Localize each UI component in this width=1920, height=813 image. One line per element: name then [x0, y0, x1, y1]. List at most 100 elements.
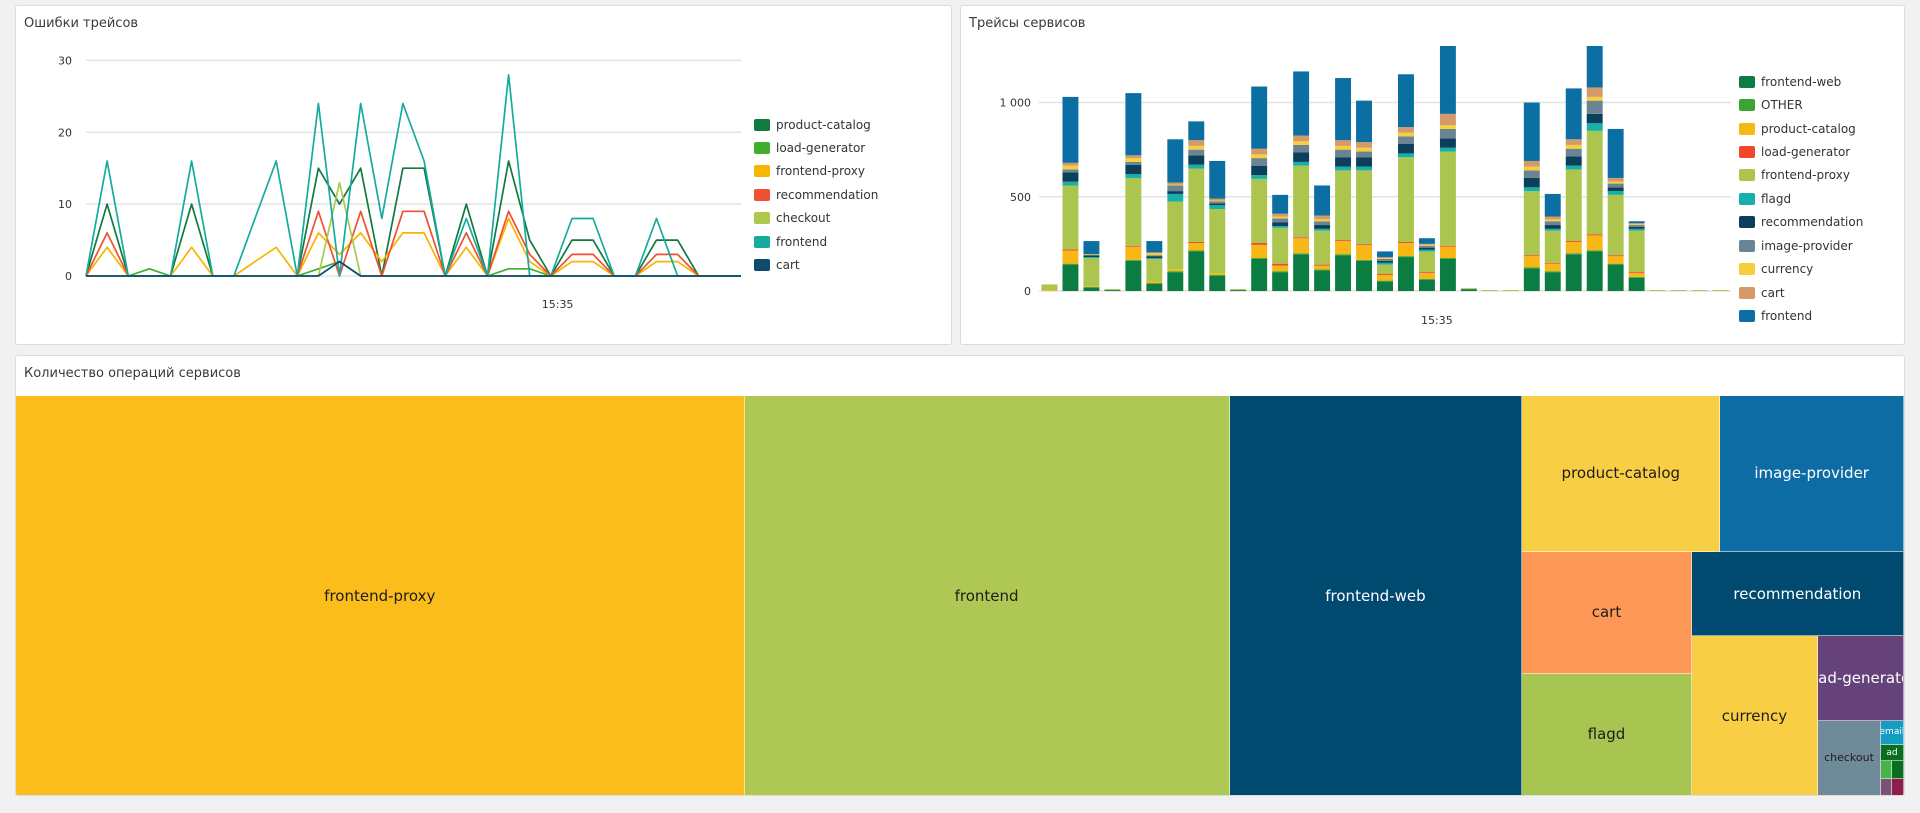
traces-bar-segment-frontend[interactable]	[1439, 46, 1456, 114]
traces-bar-segment-load-generator[interactable]	[1565, 241, 1582, 242]
traces-legend-item-recommendation[interactable]: recommendation	[1739, 211, 1863, 234]
traces-bar-segment-frontend-web[interactable]	[1335, 255, 1352, 291]
traces-bar-segment-flagd[interactable]	[1062, 181, 1079, 186]
traces-bar-segment-frontend-proxy[interactable]	[1356, 170, 1372, 244]
traces-bar-segment-load-generator[interactable]	[1586, 234, 1603, 236]
traces-bar-segment-recommendation[interactable]	[1188, 155, 1205, 165]
traces-bar-segment-frontend[interactable]	[1377, 251, 1393, 258]
traces-bar-segment-frontend-web[interactable]	[1628, 277, 1645, 291]
traces-bar-segment-frontend-proxy[interactable]	[1565, 169, 1582, 242]
traces-bar-segment-image-provider[interactable]	[1272, 218, 1289, 223]
traces-bar-segment-other[interactable]	[1209, 274, 1226, 276]
errors-series-line-recommendation[interactable]	[85, 210, 741, 277]
traces-bar-segment-frontend[interactable]	[1565, 88, 1582, 140]
traces-bar-segment-frontend-proxy[interactable]	[1398, 157, 1414, 242]
traces-bar-segment-product-catalog[interactable]	[1544, 263, 1561, 272]
traces-bar-segment-product-catalog[interactable]	[1083, 286, 1100, 288]
traces-bar-segment-flagd[interactable]	[1398, 153, 1414, 158]
traces-bar-segment-product-catalog[interactable]	[1628, 273, 1645, 277]
traces-bar-segment-cart[interactable]	[1293, 135, 1310, 142]
traces-bar-segment-cart[interactable]	[1377, 257, 1393, 259]
traces-bar-segment-other[interactable]	[1586, 250, 1603, 252]
traces-bar-segment-frontend-proxy[interactable]	[1062, 185, 1079, 250]
traces-bar-segment-product-catalog[interactable]	[1377, 274, 1393, 281]
traces-bar-segment-frontend-web[interactable]	[1146, 283, 1163, 291]
traces-bar-segment-other[interactable]	[1418, 278, 1435, 280]
traces-bar-segment-recommendation[interactable]	[1251, 165, 1268, 176]
traces-bar-segment-recommendation[interactable]	[1125, 164, 1142, 175]
traces-bar-segment-cart[interactable]	[1607, 177, 1624, 182]
traces-legend-item-other[interactable]: OTHER	[1739, 93, 1863, 116]
traces-bar-segment-other[interactable]	[1125, 259, 1142, 261]
traces-bar-segment-flagd[interactable]	[1188, 164, 1205, 169]
traces-bar-segment-recommendation[interactable]	[1628, 226, 1645, 229]
traces-bar-segment-frontend-web[interactable]	[1460, 289, 1477, 291]
traces-bar-segment-load-generator[interactable]	[1293, 237, 1310, 239]
treemap-tile-checkout[interactable]: checkout	[1818, 720, 1881, 795]
traces-bar-segment-flagd[interactable]	[1356, 166, 1372, 171]
traces-bar-segment-frontend-web[interactable]	[1083, 287, 1100, 291]
traces-bar-segment-load-generator[interactable]	[1398, 242, 1414, 243]
traces-bar-segment-frontend-web[interactable]	[1314, 270, 1331, 291]
traces-bar-segment-other[interactable]	[1272, 271, 1289, 273]
traces-bar-segment-cart[interactable]	[1062, 162, 1079, 166]
traces-bar-segment-frontend[interactable]	[1628, 221, 1645, 224]
traces-bar-segment-flagd[interactable]	[1083, 257, 1100, 259]
traces-bar-segment-currency[interactable]	[1544, 219, 1561, 222]
traces-bar-segment-other[interactable]	[1293, 253, 1310, 255]
traces-bar-chart[interactable]: 0 500 1 000 15:35	[961, 6, 1905, 345]
traces-bar-segment-cart[interactable]	[1628, 223, 1645, 225]
treemap-tile-frontend-web[interactable]: frontend-web	[1229, 396, 1523, 795]
traces-bar-segment-flagd[interactable]	[1335, 166, 1352, 171]
traces-bar-segment-product-catalog[interactable]	[1062, 250, 1079, 264]
traces-bar-segment-load-generator[interactable]	[1523, 255, 1540, 257]
traces-bar-segment-image-provider[interactable]	[1251, 158, 1268, 166]
traces-bar-segment-frontend-proxy[interactable]	[1293, 165, 1310, 238]
traces-bar-segment-cart[interactable]	[1544, 216, 1561, 220]
traces-bar-segment-flagd[interactable]	[1272, 225, 1289, 228]
traces-bar-segment-other[interactable]	[1188, 250, 1205, 252]
traces-bar-segment-frontend-proxy[interactable]	[1104, 289, 1121, 291]
traces-bar-segment-load-generator[interactable]	[1314, 264, 1331, 266]
traces-bar-segment-frontend-web[interactable]	[1209, 275, 1226, 291]
traces-bar-segment-frontend-web[interactable]	[1377, 281, 1393, 291]
traces-bar-segment-image-provider[interactable]	[1565, 148, 1582, 157]
traces-bar-segment-product-catalog[interactable]	[1209, 273, 1226, 275]
traces-bar-segment-flagd[interactable]	[1377, 262, 1393, 265]
errors-legend-item-recommendation[interactable]: recommendation	[754, 183, 878, 206]
traces-bar-segment-cart[interactable]	[1167, 182, 1184, 185]
traces-bar-segment-recommendation[interactable]	[1062, 172, 1079, 182]
treemap-tile-minor[interactable]	[1880, 778, 1893, 795]
traces-bar-segment-frontend-web[interactable]	[1565, 254, 1582, 291]
traces-bar-segment-frontend-proxy[interactable]	[1251, 178, 1268, 243]
traces-bar-segment-frontend-web[interactable]	[1104, 290, 1121, 291]
traces-bar-segment-cart[interactable]	[1335, 140, 1352, 146]
traces-bar-segment-recommendation[interactable]	[1607, 187, 1624, 192]
traces-bar-segment-image-provider[interactable]	[1314, 221, 1331, 226]
traces-bar-segment-frontend-web[interactable]	[1523, 268, 1540, 291]
traces-bar-segment-product-catalog[interactable]	[1335, 241, 1352, 255]
traces-bar-segment-currency[interactable]	[1586, 96, 1603, 101]
traces-bar-segment-frontend-web[interactable]	[1607, 264, 1624, 291]
traces-bar-segment-image-provider[interactable]	[1586, 100, 1603, 114]
traces-bar-segment-flagd[interactable]	[1167, 193, 1184, 202]
traces-bar-segment-product-catalog[interactable]	[1188, 242, 1205, 251]
traces-bar-segment-image-provider[interactable]	[1544, 221, 1561, 226]
traces-bar-segment-cart[interactable]	[1356, 142, 1372, 148]
traces-bar-segment-currency[interactable]	[1398, 132, 1414, 137]
traces-legend-item-flagd[interactable]: flagd	[1739, 187, 1863, 210]
traces-bar-segment-other[interactable]	[1167, 271, 1184, 273]
traces-bar-segment-currency[interactable]	[1083, 254, 1100, 256]
treemap-tile-image-provider[interactable]: image-provider	[1720, 396, 1904, 552]
traces-bar-segment-frontend-proxy[interactable]	[1125, 177, 1142, 246]
treemap-tile-minor[interactable]	[1892, 761, 1904, 779]
traces-bar-segment-image-provider[interactable]	[1293, 144, 1310, 153]
treemap-tile-flagd[interactable]: flagd	[1522, 673, 1692, 795]
traces-bar-segment-frontend-proxy[interactable]	[1335, 170, 1352, 241]
traces-bar-segment-flagd[interactable]	[1209, 205, 1226, 210]
errors-legend-item-cart[interactable]: cart	[754, 253, 878, 276]
traces-bar-segment-flagd[interactable]	[1418, 249, 1435, 252]
traces-bar-segment-load-generator[interactable]	[1377, 274, 1393, 275]
traces-bar-segment-currency[interactable]	[1523, 166, 1540, 171]
traces-bar-segment-flagd[interactable]	[1565, 165, 1582, 170]
